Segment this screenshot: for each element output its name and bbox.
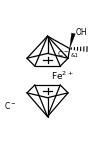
Polygon shape <box>70 33 75 49</box>
Text: &1: &1 <box>70 53 78 58</box>
Text: Fe$^{2+}$: Fe$^{2+}$ <box>51 69 73 82</box>
Text: C$^-$: C$^-$ <box>57 49 69 58</box>
Text: OH: OH <box>75 28 87 37</box>
Text: C$^-$: C$^-$ <box>4 100 17 111</box>
